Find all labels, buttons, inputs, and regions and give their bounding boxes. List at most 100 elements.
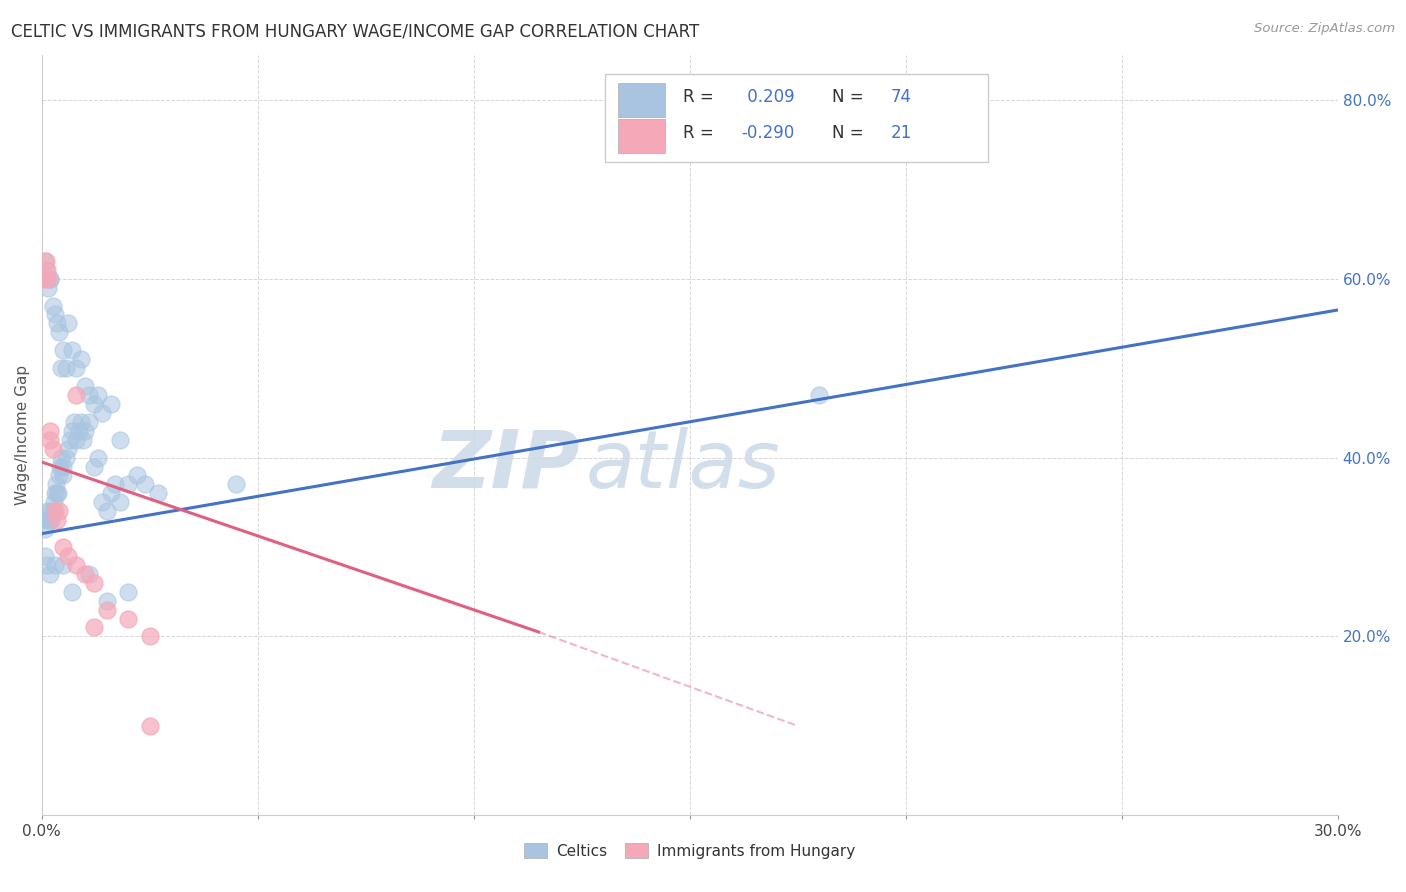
Point [48, 468, 70, 483]
Text: N =: N = [832, 125, 869, 143]
Point [108, 433, 131, 447]
Point [96, 504, 118, 518]
Point [59, 433, 82, 447]
Point [39, 271, 62, 285]
Point [38, 424, 60, 438]
Point [55, 361, 77, 376]
Point [39, 504, 62, 518]
Point [125, 468, 148, 483]
Point [225, 477, 247, 491]
Text: -0.290: -0.290 [741, 125, 794, 143]
Point [117, 584, 139, 599]
Text: atlas: atlas [586, 426, 780, 505]
Point [39, 566, 62, 581]
Point [44, 486, 66, 500]
Point [37, 280, 59, 294]
Point [52, 343, 75, 358]
Point [39, 433, 62, 447]
Point [60, 343, 83, 358]
Point [139, 629, 162, 643]
Point [52, 540, 75, 554]
Point [34, 549, 56, 563]
Text: CELTIC VS IMMIGRANTS FROM HUNGARY WAGE/INCOME GAP CORRELATION CHART: CELTIC VS IMMIGRANTS FROM HUNGARY WAGE/I… [11, 22, 700, 40]
Point [91, 406, 114, 420]
Text: Source: ZipAtlas.com: Source: ZipAtlas.com [1254, 22, 1395, 36]
Text: ZIP: ZIP [432, 426, 579, 505]
Point [808, 388, 831, 402]
Point [56, 549, 79, 563]
Point [56, 442, 79, 456]
Point [52, 558, 75, 572]
Point [87, 388, 110, 402]
Text: N =: N = [832, 88, 869, 106]
FancyBboxPatch shape [606, 74, 988, 161]
Point [48, 504, 70, 518]
Point [73, 424, 96, 438]
Point [34, 253, 56, 268]
Legend: Celtics, Immigrants from Hungary: Celtics, Immigrants from Hungary [517, 837, 862, 864]
Point [65, 433, 87, 447]
Point [117, 611, 139, 625]
Point [69, 352, 91, 367]
Point [73, 379, 96, 393]
Point [91, 495, 114, 509]
Point [83, 397, 105, 411]
Point [69, 415, 91, 429]
Text: R =: R = [683, 125, 720, 143]
Point [100, 486, 122, 500]
Point [108, 495, 131, 509]
Point [35, 253, 58, 268]
Point [34, 522, 56, 536]
FancyBboxPatch shape [619, 83, 665, 117]
Point [35, 262, 58, 277]
Point [79, 566, 101, 581]
Point [35, 262, 58, 277]
Point [51, 450, 73, 465]
Point [45, 477, 67, 491]
Point [45, 513, 67, 527]
Point [83, 575, 105, 590]
Point [38, 513, 60, 527]
Point [55, 450, 77, 465]
Point [41, 299, 63, 313]
Text: 21: 21 [890, 125, 912, 143]
Point [34, 271, 56, 285]
Text: R =: R = [683, 88, 720, 106]
Point [51, 361, 73, 376]
Point [52, 468, 75, 483]
Point [60, 584, 83, 599]
Point [60, 424, 83, 438]
Point [35, 504, 58, 518]
Point [48, 326, 70, 340]
Point [51, 459, 73, 474]
Point [35, 513, 58, 527]
Point [35, 558, 58, 572]
Text: 0.209: 0.209 [741, 88, 794, 106]
Point [65, 361, 87, 376]
Point [45, 317, 67, 331]
Point [67, 424, 90, 438]
Point [73, 566, 96, 581]
Point [87, 450, 110, 465]
Point [45, 486, 67, 500]
Point [56, 317, 79, 331]
Point [83, 459, 105, 474]
Point [44, 558, 66, 572]
Point [65, 388, 87, 402]
Point [104, 477, 127, 491]
Point [79, 388, 101, 402]
Point [100, 397, 122, 411]
Point [37, 271, 59, 285]
Point [72, 433, 94, 447]
Point [83, 620, 105, 634]
Point [134, 477, 156, 491]
Text: 74: 74 [890, 88, 911, 106]
Point [139, 719, 162, 733]
FancyBboxPatch shape [619, 120, 665, 153]
Point [39, 513, 62, 527]
Y-axis label: Wage/Income Gap: Wage/Income Gap [15, 365, 30, 505]
Point [38, 271, 60, 285]
Point [65, 558, 87, 572]
Point [63, 415, 86, 429]
Point [41, 504, 63, 518]
